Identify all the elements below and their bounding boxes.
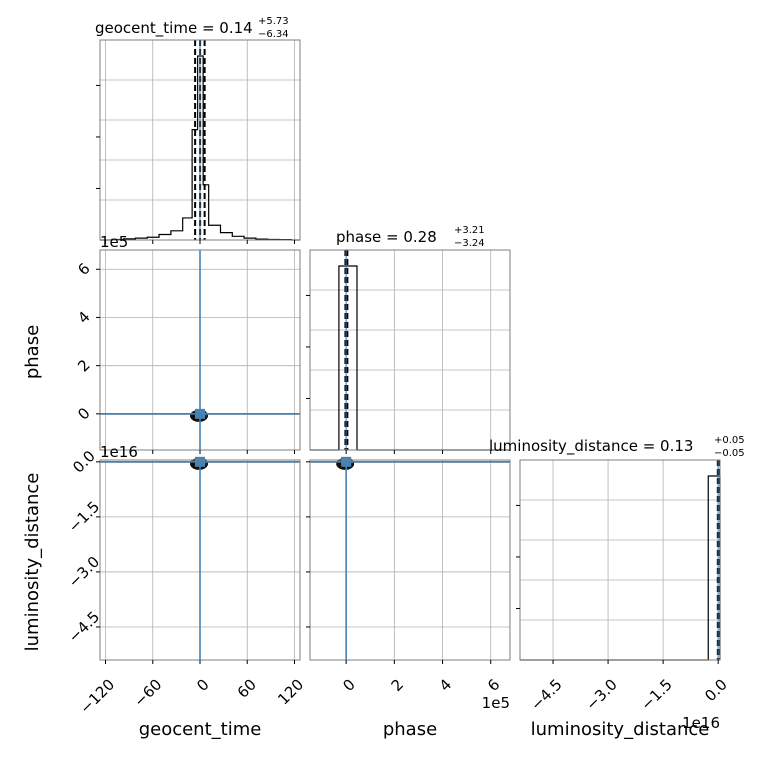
ylabel-phase: phase xyxy=(22,325,43,379)
title-luminosity-distance-minus: −0.05 xyxy=(714,448,745,459)
xtick-label-phase: 6 xyxy=(484,676,503,695)
xtick-label-geocent-time: −60 xyxy=(130,676,165,711)
title-geocent-time-plus: +5.73 xyxy=(258,16,289,27)
histogram-luminosity-distance xyxy=(520,475,721,661)
xtick-label-luminosity-distance: −3.0 xyxy=(582,676,620,714)
offset-luminosity-y: 1e16 xyxy=(100,443,138,461)
xlabel-phase: phase xyxy=(383,719,437,740)
title-geocent-time-minus: −6.34 xyxy=(258,29,289,40)
offset-phase-y: 1e5 xyxy=(100,233,128,251)
xtick-label-phase: 0 xyxy=(339,676,358,695)
panel-frame-phase-phase xyxy=(309,249,511,451)
truth-marker-geocent-time-luminosity-distance xyxy=(195,456,205,467)
ytick-label-phase: 4 xyxy=(74,308,93,327)
truth-marker-geocent-time-phase xyxy=(195,408,205,419)
title-phase-minus: −3.24 xyxy=(454,238,485,249)
ytick-label-phase: 0 xyxy=(74,404,93,423)
xtick-label-geocent-time: 120 xyxy=(274,676,307,709)
xtick-label-geocent-time: 60 xyxy=(234,676,260,702)
xtick-label-geocent-time: 0 xyxy=(193,676,212,695)
title-phase: phase = 0.28 xyxy=(336,228,437,246)
title-luminosity-distance: luminosity_distance = 0.13 xyxy=(489,437,693,456)
panel-frame-phase-luminosity-distance xyxy=(309,459,511,661)
ylabel-luminosity-distance: luminosity_distance xyxy=(22,473,43,652)
ytick-label-luminosity-distance: 0.0 xyxy=(69,447,99,477)
xtick-label-phase: 4 xyxy=(436,676,455,695)
title-luminosity-distance-plus: +0.05 xyxy=(714,435,745,446)
offset-phase-x: 1e5 xyxy=(482,694,510,712)
panel-frame-luminosity-distance-luminosity-distance xyxy=(519,459,721,661)
xtick-label-phase: 2 xyxy=(388,676,407,695)
ytick-label-phase: 6 xyxy=(74,260,93,279)
histogram-phase xyxy=(310,265,510,451)
title-geocent-time: geocent_time = 0.14 xyxy=(95,19,253,38)
xtick-label-luminosity-distance: −4.5 xyxy=(527,676,565,714)
xlabel-geocent-time: geocent_time xyxy=(139,719,262,740)
title-phase-plus: +3.21 xyxy=(454,225,485,236)
offset-luminosity-x: 1e16 xyxy=(682,714,720,732)
xtick-label-luminosity-distance: 0.0 xyxy=(701,676,731,706)
truth-marker-phase-luminosity-distance xyxy=(341,456,352,467)
xtick-label-luminosity-distance: −1.5 xyxy=(637,676,675,714)
xlabel-luminosity-distance: luminosity_distance xyxy=(531,719,710,740)
xtick-label-geocent-time: −120 xyxy=(76,676,118,718)
ytick-label-phase: 2 xyxy=(74,356,93,375)
